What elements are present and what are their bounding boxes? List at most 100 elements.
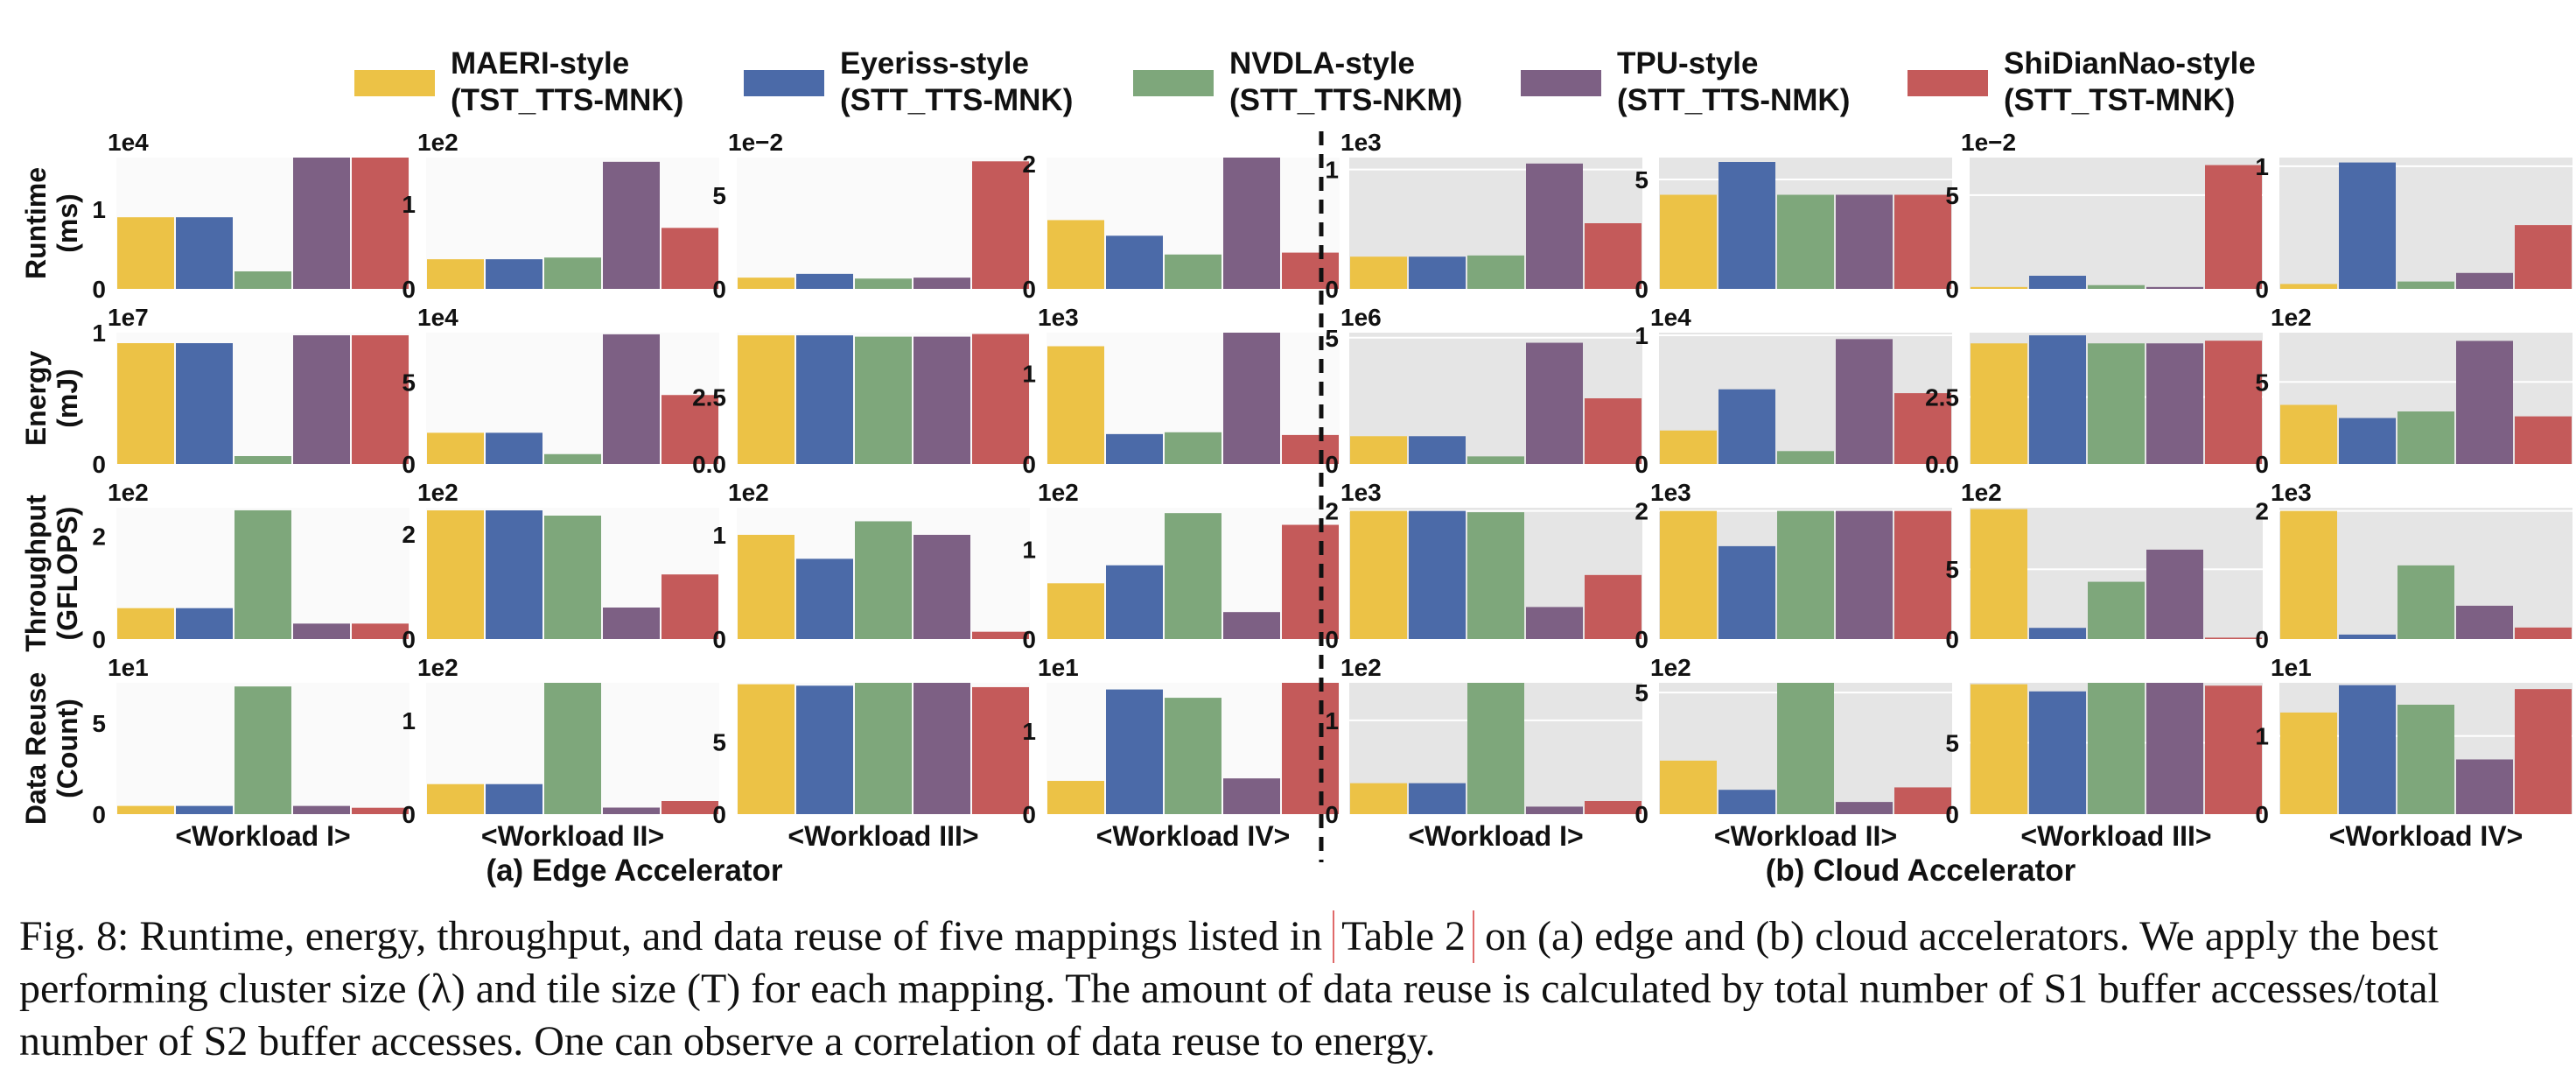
edge-energy-workload-4-tick-label-1: 1 xyxy=(1022,361,1036,388)
cloud-throughput-workload-3-exponent: 1e2 xyxy=(1961,479,2002,506)
cloud-throughput-workload-2-tick-label-1: 2 xyxy=(1634,498,1648,525)
edge-runtime-workload-3-bar-5 xyxy=(972,161,1029,289)
edge-data-reuse-workload-1-bar-2 xyxy=(176,805,233,814)
cloud-runtime-workload-2-bar-5 xyxy=(1894,194,1951,289)
cloud-runtime-workload-1-bar-4 xyxy=(1526,163,1583,289)
caption-text-before: Fig. 8: Runtime, energy, throughput, and… xyxy=(19,913,1334,959)
cloud-energy-workload-4-tick-label-1: 5 xyxy=(2255,369,2269,396)
edge-energy-workload-4-exponent: 1e3 xyxy=(1038,304,1079,331)
edge-runtime-workload-2-bar-5 xyxy=(662,228,718,289)
cloud-data-reuse-workload-1-tick-label-1: 1 xyxy=(1325,707,1339,734)
edge-data-reuse-workload-3-bar-3 xyxy=(855,683,912,814)
edge-runtime-workload-3-bar-4 xyxy=(914,278,970,289)
cloud-runtime-workload-1-exponent: 1e3 xyxy=(1340,129,1382,156)
edge-runtime-workload-2-bar-2 xyxy=(486,259,542,289)
cloud-energy-workload-2-bar-1 xyxy=(1660,430,1717,464)
cloud-data-reuse-workload-3-xlabel: <Workload III> xyxy=(2020,820,2211,852)
cloud-runtime-workload-1-tick-label-0: 0 xyxy=(1325,276,1339,303)
cloud-throughput-workload-1-bar-1 xyxy=(1350,510,1407,639)
edge-runtime-workload-4-bar-2 xyxy=(1106,235,1163,289)
figure-caption: Fig. 8: Runtime, energy, throughput, and… xyxy=(19,910,2557,1068)
cloud-energy-workload-3-tick-label-0: 0.0 xyxy=(1925,451,1959,478)
edge-data-reuse-workload-2-exponent: 1e2 xyxy=(417,654,458,681)
cloud-data-reuse-workload-2-bar-4 xyxy=(1836,802,1893,814)
edge-energy-workload-2-bar-2 xyxy=(486,432,542,464)
cloud-data-reuse-workload-3-tick-label-0: 0 xyxy=(1945,801,1959,828)
edge-throughput-workload-1-bar-1 xyxy=(117,608,174,639)
edge-energy-workload-1-bar-3 xyxy=(234,456,291,464)
cloud-data-reuse-workload-2-bar-3 xyxy=(1777,683,1834,814)
cloud-throughput-workload-3-bar-4 xyxy=(2146,549,2203,639)
edge-throughput-workload-1-tick-label-1: 2 xyxy=(92,523,106,550)
edge-data-reuse-workload-1-bar-4 xyxy=(293,805,350,814)
edge-runtime-workload-4-tick-label-1: 2 xyxy=(1022,151,1036,178)
cloud-runtime-workload-4-bar-1 xyxy=(2280,284,2337,289)
edge-energy-workload-3-bar-2 xyxy=(796,335,853,464)
legend-sub-5: (STT_TST-MNK) xyxy=(2004,83,2235,117)
edge-data-reuse-workload-4-xlabel: <Workload IV> xyxy=(1096,820,1291,852)
cloud-data-reuse-workload-2-tick-label-1: 5 xyxy=(1634,679,1648,706)
edge-data-reuse-workload-3-bar-1 xyxy=(738,684,794,814)
edge-runtime-workload-3-bar-2 xyxy=(796,273,853,289)
edge-data-reuse-workload-4-bar-2 xyxy=(1106,689,1163,814)
edge-energy-workload-4-bar-2 xyxy=(1106,433,1163,464)
row-label-energy-line-2: (mJ) xyxy=(52,369,83,428)
edge-data-reuse-workload-4-tick-label-0: 0 xyxy=(1022,801,1036,828)
edge-energy-workload-2-bar-3 xyxy=(544,453,601,464)
edge-energy-workload-4-bar-5 xyxy=(1282,434,1339,464)
table-2-link[interactable]: Table 2 xyxy=(1333,910,1474,963)
cloud-data-reuse-workload-4-exponent: 1e1 xyxy=(2271,654,2312,681)
cloud-data-reuse-workload-1-bar-3 xyxy=(1467,683,1524,814)
edge-runtime-workload-2-tick-label-1: 1 xyxy=(402,191,416,218)
cloud-throughput-workload-2-tick-label-0: 0 xyxy=(1634,626,1648,653)
cloud-energy-workload-1-tick-label-1: 5 xyxy=(1325,325,1339,352)
cloud-data-reuse-workload-4-bar-5 xyxy=(2515,689,2572,814)
edge-energy-workload-1-bar-5 xyxy=(352,335,409,464)
cloud-runtime-workload-2-bar-4 xyxy=(1836,194,1893,289)
edge-data-reuse-workload-2-bar-4 xyxy=(603,807,660,814)
cloud-throughput-workload-1-exponent: 1e3 xyxy=(1340,479,1382,506)
edge-throughput-workload-4-bar-4 xyxy=(1223,612,1280,639)
legend-swatch-5 xyxy=(1908,70,1988,96)
cloud-throughput-workload-4-tick-label-1: 2 xyxy=(2255,498,2269,525)
legend-swatch-2 xyxy=(744,70,824,96)
cloud-runtime-workload-3-bar-3 xyxy=(2088,285,2145,289)
edge-energy-workload-4-tick-label-0: 0 xyxy=(1022,451,1036,478)
edge-throughput-workload-3-tick-label-0: 0 xyxy=(712,626,726,653)
cloud-throughput-workload-4-bar-2 xyxy=(2339,634,2396,639)
legend-sub-3: (STT_TTS-NKM) xyxy=(1229,83,1462,117)
edge-runtime-workload-4-tick-label-0: 0 xyxy=(1022,276,1036,303)
cloud-data-reuse-workload-1-tick-label-0: 0 xyxy=(1325,801,1339,828)
cloud-runtime-workload-3-bar-5 xyxy=(2205,165,2262,289)
cloud-data-reuse-workload-2-exponent: 1e2 xyxy=(1650,654,1691,681)
edge-throughput-workload-1-bar-5 xyxy=(352,623,409,639)
edge-throughput-workload-2-bar-2 xyxy=(486,510,542,639)
edge-data-reuse-workload-1-bar-1 xyxy=(117,805,174,814)
legend-sub-1: (TST_TTS-MNK) xyxy=(451,83,683,117)
edge-throughput-workload-1-tick-label-0: 0 xyxy=(92,626,106,653)
cloud-runtime-workload-1-tick-label-1: 1 xyxy=(1325,157,1339,184)
edge-runtime-workload-1-bar-1 xyxy=(117,217,174,289)
cloud-energy-workload-2-bar-2 xyxy=(1718,389,1775,464)
edge-energy-workload-2-tick-label-0: 0 xyxy=(402,451,416,478)
cloud-throughput-workload-2-bar-1 xyxy=(1660,510,1717,639)
edge-energy-workload-1-tick-label-0: 0 xyxy=(92,451,106,478)
edge-throughput-workload-3-tick-label-1: 1 xyxy=(712,522,726,549)
edge-throughput-workload-3-bar-3 xyxy=(855,521,912,639)
edge-throughput-workload-2-bar-3 xyxy=(544,516,601,639)
edge-data-reuse-workload-2-bar-1 xyxy=(427,783,484,814)
cloud-runtime-workload-1-bar-1 xyxy=(1350,256,1407,289)
cloud-runtime-workload-1-bar-5 xyxy=(1585,223,1642,289)
edge-runtime-workload-2-bar-1 xyxy=(427,259,484,289)
edge-throughput-workload-3-bar-5 xyxy=(972,631,1029,639)
edge-runtime-workload-3-bar-1 xyxy=(738,278,794,289)
cloud-energy-workload-2-bar-5 xyxy=(1894,393,1951,464)
edge-data-reuse-workload-1-xlabel: <Workload I> xyxy=(175,820,350,852)
cloud-throughput-workload-1-tick-label-0: 0 xyxy=(1325,626,1339,653)
edge-energy-workload-1-bar-1 xyxy=(117,343,174,464)
cloud-throughput-workload-4-bar-5 xyxy=(2515,627,2572,639)
legend-label-4: TPU-style xyxy=(1617,46,1758,81)
section-label-cloud: (b) Cloud Accelerator xyxy=(1766,854,2076,888)
cloud-data-reuse-workload-1-bar-1 xyxy=(1350,783,1407,814)
row-label-energy: Energy (mJ) xyxy=(20,351,83,446)
